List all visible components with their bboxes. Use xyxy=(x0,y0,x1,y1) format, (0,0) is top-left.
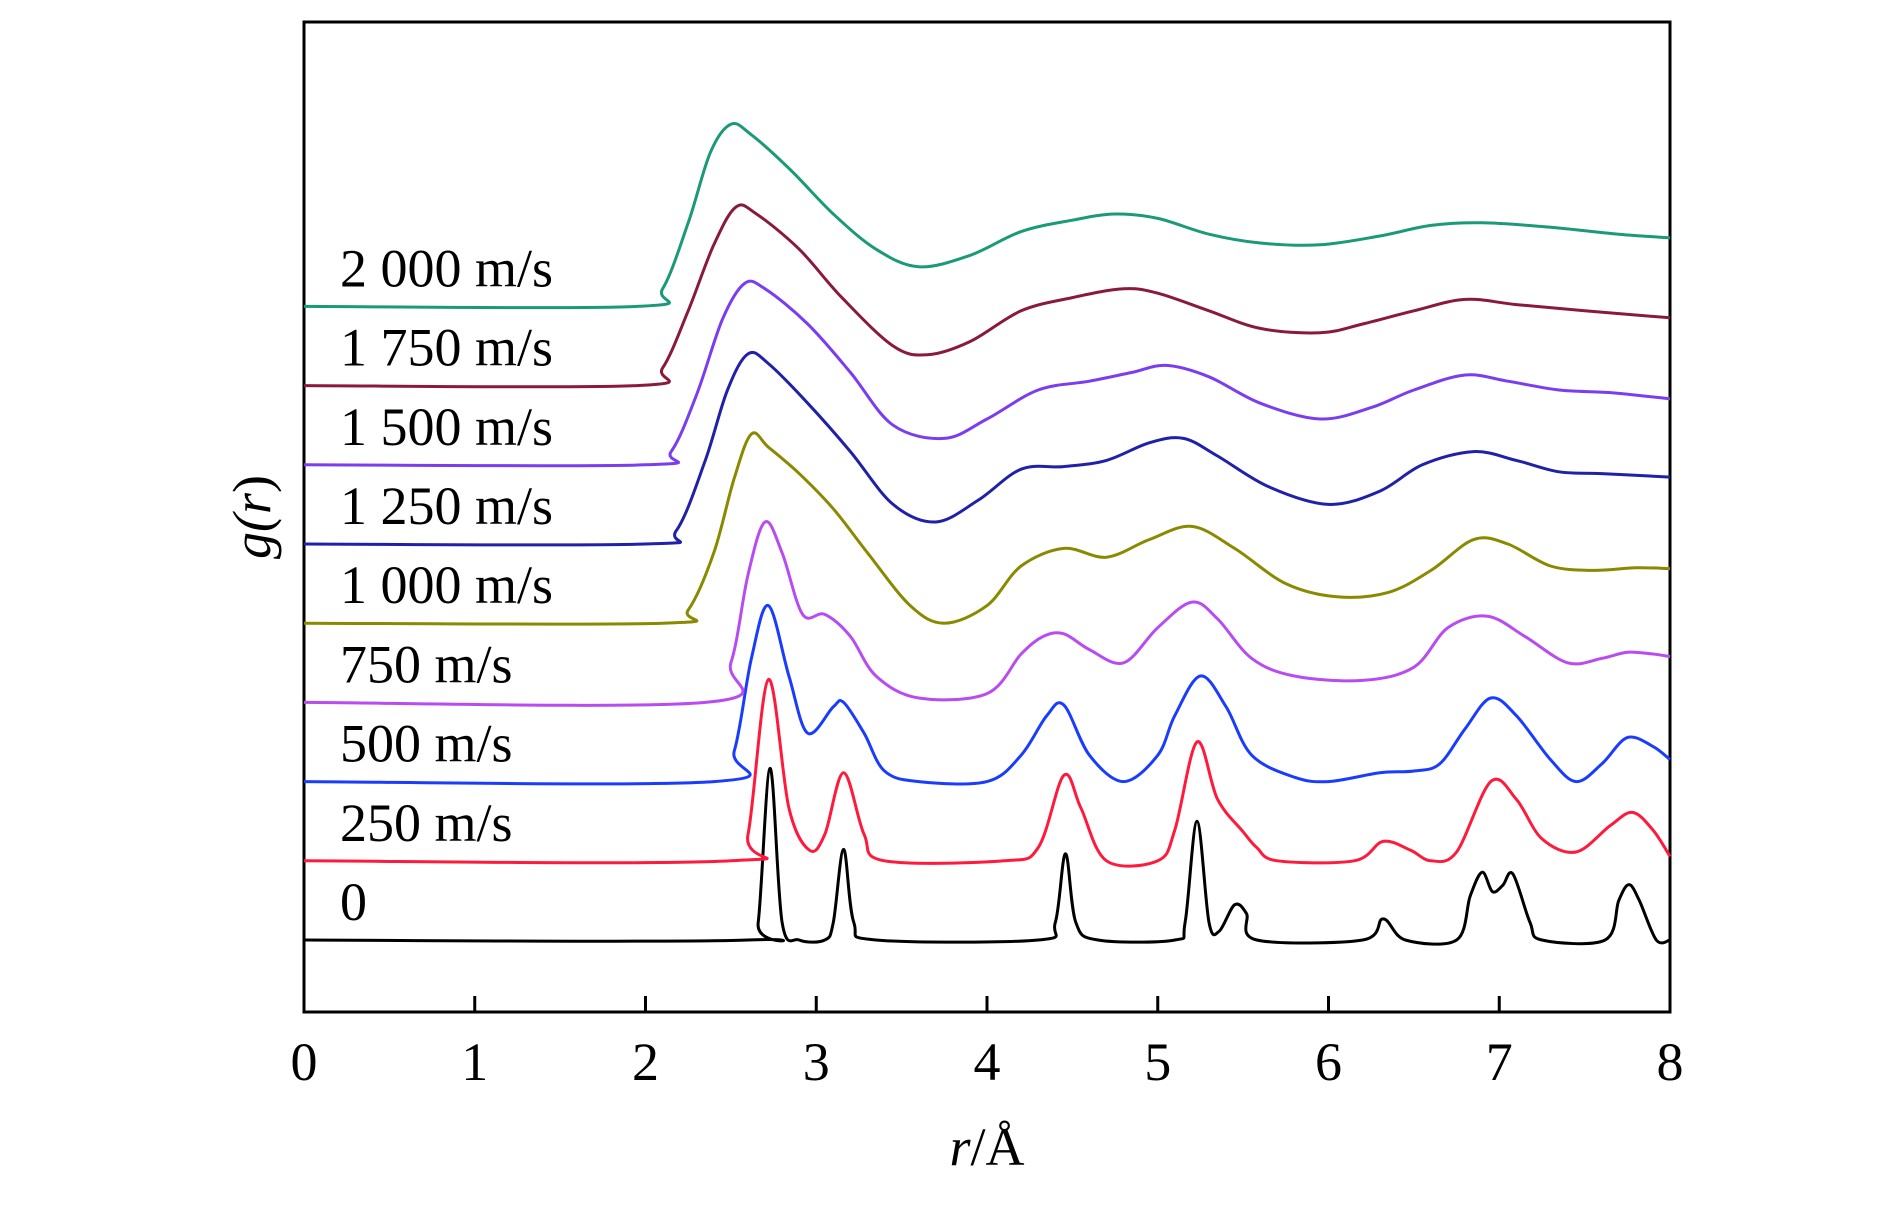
y-axis-title-suffix: ) xyxy=(222,475,282,493)
y-axis-title-prefix: g( xyxy=(222,511,282,559)
y-axis-title-variable: r xyxy=(222,492,282,514)
series-label-5: 1 250 m/s xyxy=(340,476,553,536)
x-tick-label: 8 xyxy=(1657,1032,1684,1092)
series-label-4: 1 000 m/s xyxy=(340,555,553,615)
series-label-3: 750 m/s xyxy=(340,634,513,694)
series-label-6: 1 500 m/s xyxy=(340,397,553,457)
x-axis-ticks: 0 1 2 3 4 5 6 7 8 xyxy=(291,996,1684,1092)
x-tick-label: 5 xyxy=(1144,1032,1171,1092)
series-line-7 xyxy=(303,203,1671,389)
series-line-8 xyxy=(303,122,1671,310)
series-label-7: 1 750 m/s xyxy=(340,318,553,378)
series-label-8: 2 000 m/s xyxy=(340,238,553,298)
series-line-1 xyxy=(303,677,1672,868)
x-tick-label: 1 xyxy=(461,1032,488,1092)
x-tick-label: 2 xyxy=(632,1032,659,1092)
x-axis-title-unit: /Å xyxy=(971,1117,1025,1177)
series-line-2 xyxy=(303,604,1671,786)
x-tick-label: 6 xyxy=(1315,1032,1342,1092)
x-axis-title: r/Å xyxy=(949,1117,1024,1177)
series-line-4 xyxy=(303,431,1671,626)
x-tick-label: 4 xyxy=(974,1032,1001,1092)
y-axis-title: g(r) xyxy=(222,475,282,559)
series-line-6 xyxy=(303,279,1671,468)
x-tick-label: 3 xyxy=(803,1032,830,1092)
series-line-3 xyxy=(303,520,1671,707)
series-label-1: 250 m/s xyxy=(340,793,513,853)
series-line-5 xyxy=(303,350,1671,547)
series-label-2: 500 m/s xyxy=(340,714,513,774)
series-label-0: 0 xyxy=(340,872,367,932)
x-tick-label: 7 xyxy=(1486,1032,1513,1092)
series-line-0 xyxy=(303,766,1671,946)
x-tick-label: 0 xyxy=(291,1032,318,1092)
series-labels: 0 250 m/s 500 m/s 750 m/s 1 000 m/s 1 250 m/s… xyxy=(340,238,553,932)
x-axis-title-variable: r xyxy=(949,1117,971,1177)
series-curves xyxy=(303,122,1672,946)
